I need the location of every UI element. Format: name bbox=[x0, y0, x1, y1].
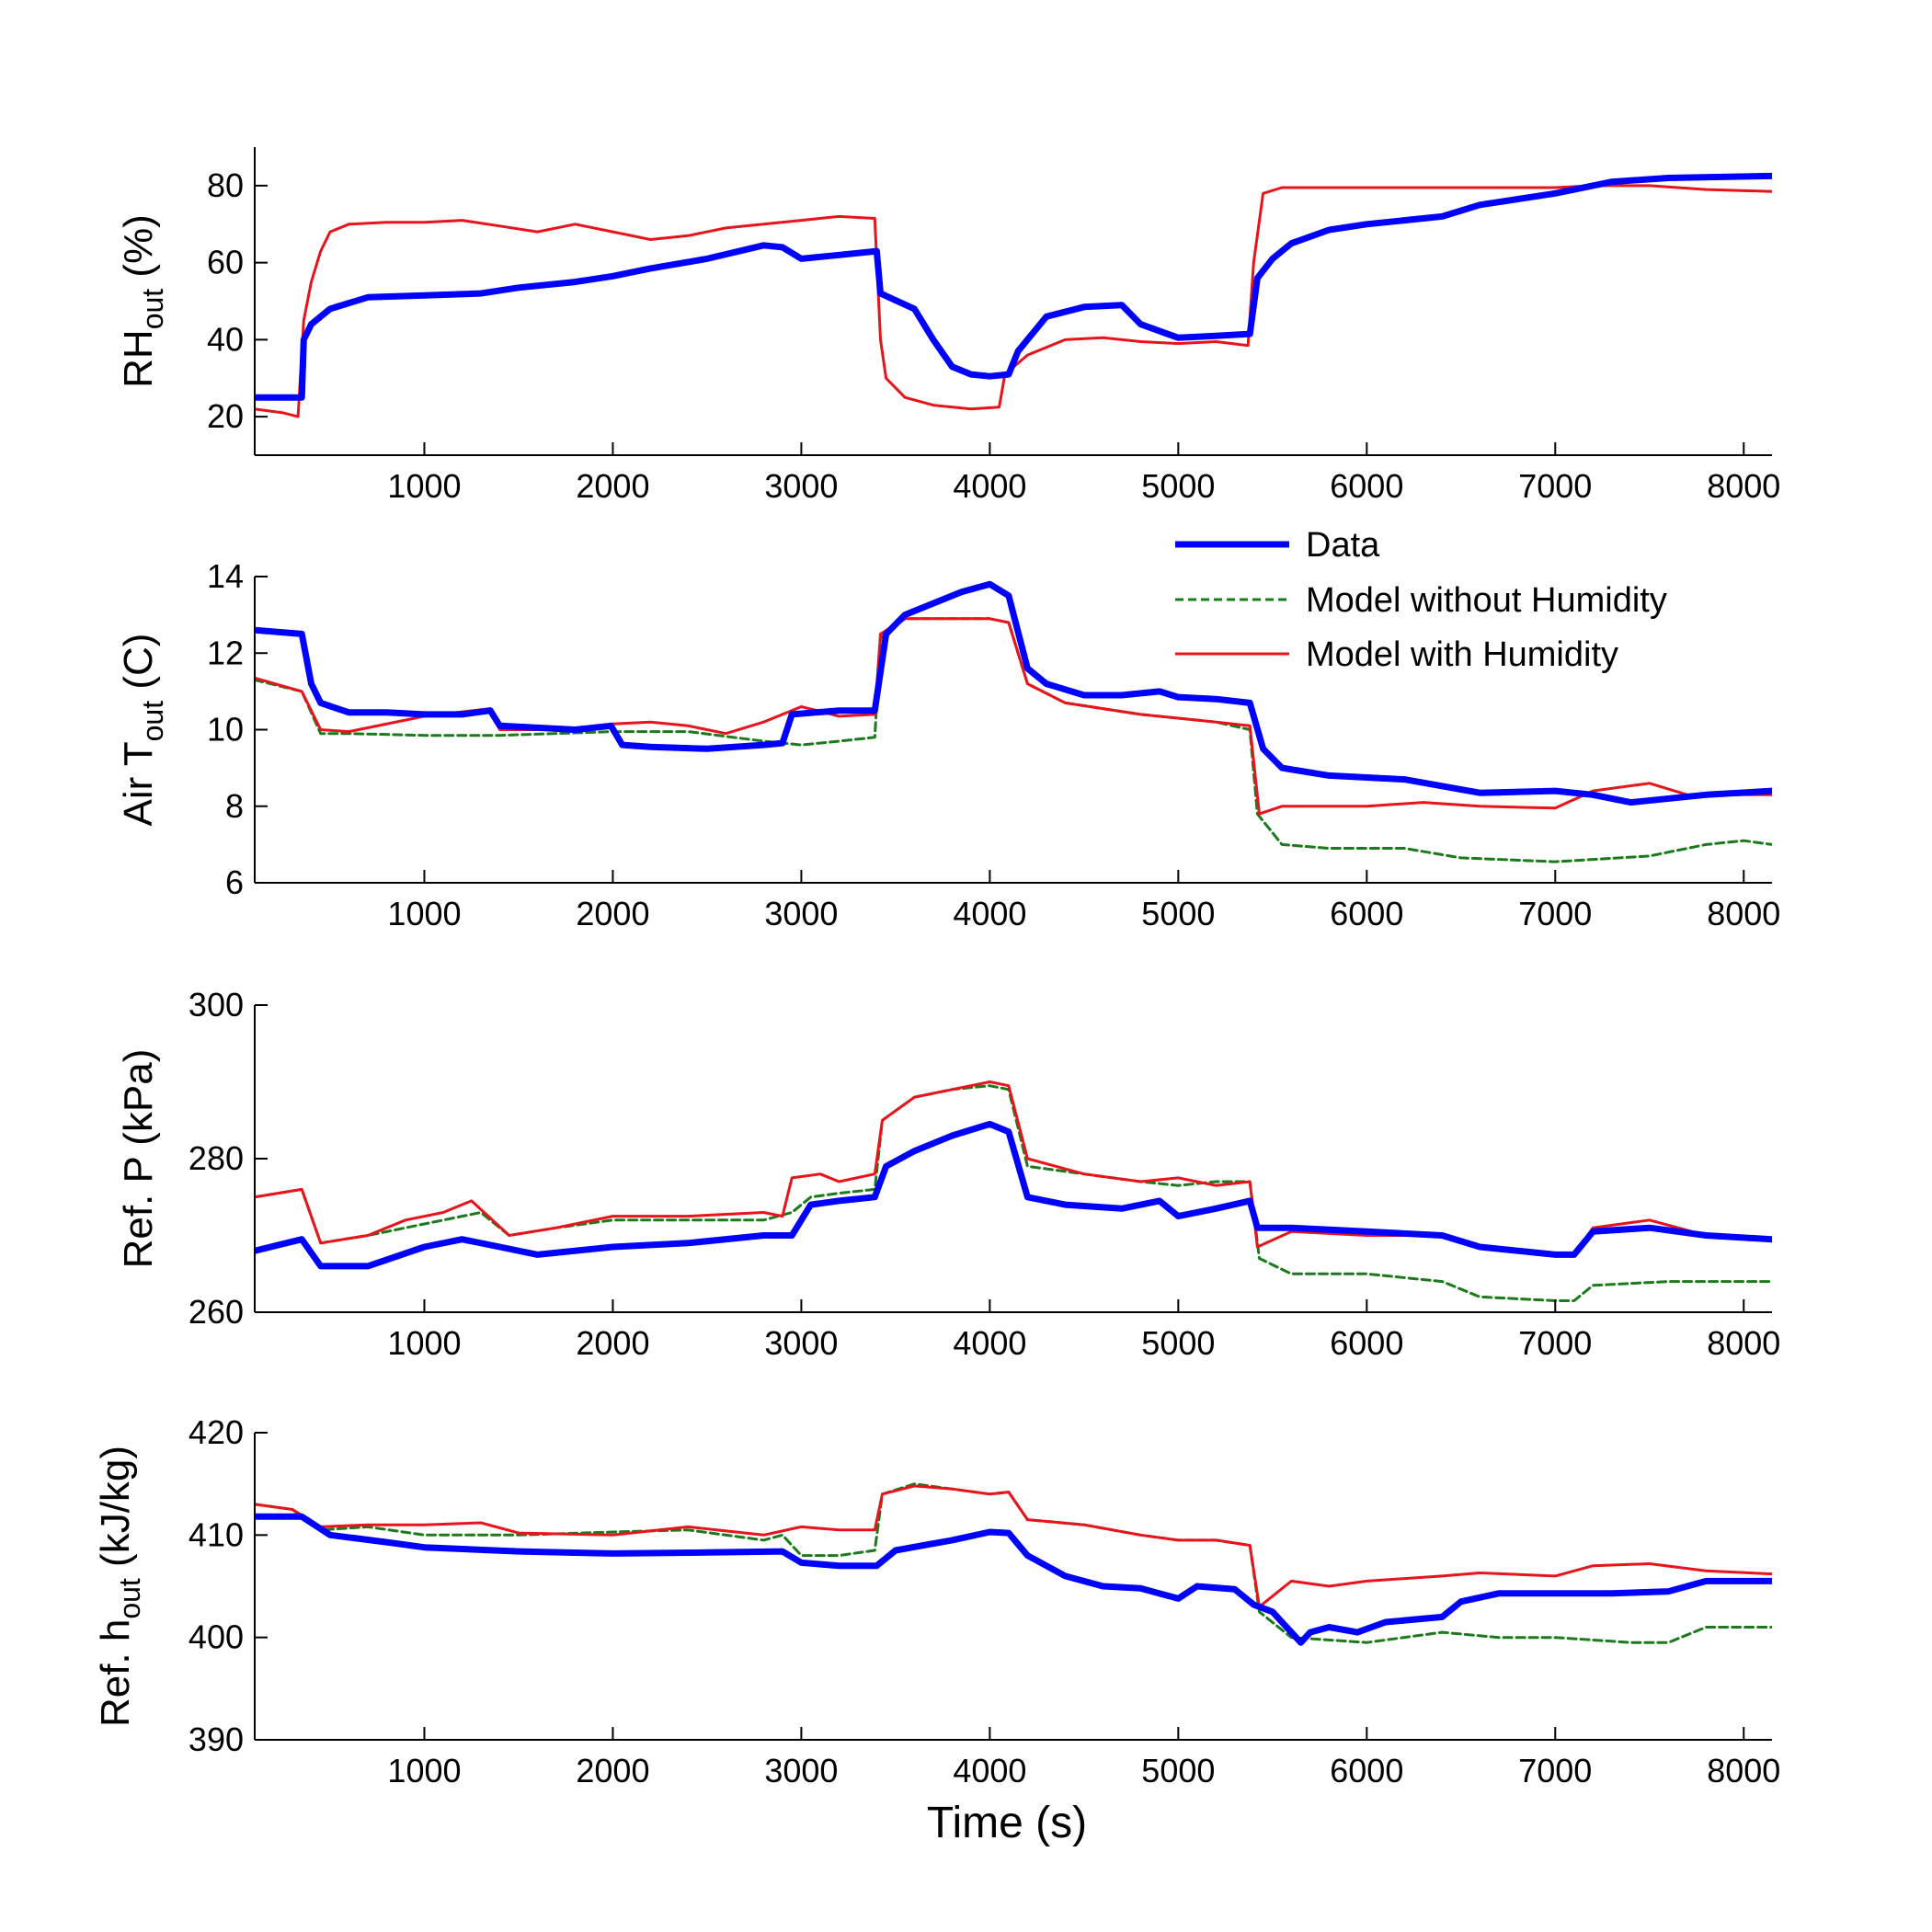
legend-item: Data bbox=[1175, 526, 1380, 565]
series-line-data bbox=[255, 580, 1772, 806]
panel-1: 1000 2000 3000 4000 5000 6000 7000 8000 20 40 60 80… bbox=[116, 147, 1780, 505]
y-axis-label: RHout (%) bbox=[116, 214, 169, 388]
x-axis-label: Time (s) bbox=[927, 1799, 1087, 1847]
y-tick-label: 80 bbox=[207, 166, 244, 204]
series-line-data bbox=[255, 1513, 1772, 1646]
y-tick-label: 14 bbox=[207, 557, 244, 595]
y-tick-label: 410 bbox=[189, 1515, 244, 1553]
x-tick-label: 2000 bbox=[576, 895, 649, 932]
x-tick-label: 4000 bbox=[953, 467, 1026, 505]
y-axis-label: Air Tout (C) bbox=[116, 634, 169, 827]
x-tick-label: 8000 bbox=[1707, 1324, 1780, 1362]
legend-item: Model without Humidity bbox=[1175, 581, 1667, 620]
series-line-model-with-humidity bbox=[255, 184, 1772, 418]
legend-label: Model with Humidity bbox=[1306, 635, 1618, 674]
x-tick-label: 4000 bbox=[953, 895, 1026, 932]
series-line-model-with-humidity bbox=[255, 1080, 1772, 1256]
x-tick-label: 1000 bbox=[387, 895, 461, 932]
x-tick-label: 6000 bbox=[1330, 895, 1403, 932]
legend-label: Data bbox=[1306, 526, 1380, 565]
series-group bbox=[255, 580, 1772, 863]
y-axis-label: Ref. hout (kJ/kg) bbox=[93, 1446, 146, 1727]
x-tick-label: 2000 bbox=[576, 467, 649, 505]
y-tick-label: 400 bbox=[189, 1618, 244, 1656]
x-tick-label: 2000 bbox=[576, 1324, 649, 1362]
series-line-data bbox=[255, 1120, 1772, 1270]
y-tick-label: 260 bbox=[189, 1293, 244, 1331]
x-tick-label: 7000 bbox=[1518, 1752, 1592, 1789]
series-group bbox=[255, 1080, 1772, 1302]
y-tick-label: 60 bbox=[207, 244, 244, 281]
legend-label: Model without Humidity bbox=[1306, 581, 1667, 620]
y-tick-label: 10 bbox=[207, 711, 244, 749]
x-tick-label: 5000 bbox=[1141, 1324, 1215, 1362]
y-tick-label: 300 bbox=[189, 986, 244, 1023]
x-tick-label: 6000 bbox=[1330, 1324, 1403, 1362]
x-tick-label: 5000 bbox=[1141, 1752, 1215, 1789]
x-tick-label: 1000 bbox=[387, 467, 461, 505]
y-tick-label: 12 bbox=[207, 634, 244, 671]
panel-2: 1000 2000 3000 4000 5000 6000 7000 8000 6 8 10 12 14… bbox=[116, 557, 1780, 932]
series-group bbox=[255, 172, 1772, 418]
panel-3: 1000 2000 3000 4000 5000 6000 7000 8000 260 280 30… bbox=[116, 986, 1780, 1362]
panel-4: 1000 2000 3000 4000 5000 6000 7000 8000 390 400 41… bbox=[93, 1413, 1780, 1789]
x-tick-label: 4000 bbox=[953, 1752, 1026, 1789]
y-tick-label: 420 bbox=[189, 1413, 244, 1451]
y-tick-label: 20 bbox=[207, 397, 244, 435]
x-tick-label: 3000 bbox=[764, 1324, 838, 1362]
panels: 1000 2000 3000 4000 5000 6000 7000 8000 20 40 60 80… bbox=[93, 147, 1780, 1789]
x-tick-label: 7000 bbox=[1518, 895, 1592, 932]
series-line-model-without-humidity bbox=[255, 1482, 1772, 1644]
x-tick-label: 6000 bbox=[1330, 467, 1403, 505]
x-tick-label: 8000 bbox=[1707, 1752, 1780, 1789]
legend: Data Model without Humidity Model with Hum… bbox=[1175, 526, 1667, 674]
x-tick-label: 3000 bbox=[764, 1752, 838, 1789]
series-group bbox=[255, 1482, 1772, 1646]
x-tick-label: 8000 bbox=[1707, 895, 1780, 932]
x-tick-label: 5000 bbox=[1141, 895, 1215, 932]
y-axis-label: Ref. P (kPa) bbox=[116, 1049, 161, 1269]
x-tick-label: 3000 bbox=[764, 895, 838, 932]
x-tick-label: 1000 bbox=[387, 1324, 461, 1362]
x-tick-label: 3000 bbox=[764, 467, 838, 505]
series-line-model-with-humidity bbox=[255, 1484, 1772, 1608]
series-line-model-without-humidity bbox=[255, 1084, 1772, 1302]
x-tick-label: 2000 bbox=[576, 1752, 649, 1789]
y-tick-label: 40 bbox=[207, 320, 244, 358]
x-tick-label: 6000 bbox=[1330, 1752, 1403, 1789]
y-tick-label: 390 bbox=[189, 1721, 244, 1758]
x-tick-label: 1000 bbox=[387, 1752, 461, 1789]
series-line-data bbox=[255, 172, 1772, 401]
x-tick-label: 7000 bbox=[1518, 1324, 1592, 1362]
legend-item: Model with Humidity bbox=[1175, 635, 1618, 674]
y-tick-label: 6 bbox=[225, 863, 244, 901]
y-tick-label: 8 bbox=[225, 787, 244, 825]
y-tick-label: 280 bbox=[189, 1139, 244, 1177]
x-tick-label: 7000 bbox=[1518, 467, 1592, 505]
x-tick-label: 4000 bbox=[953, 1324, 1026, 1362]
x-tick-label: 8000 bbox=[1707, 467, 1780, 505]
x-tick-label: 5000 bbox=[1141, 467, 1215, 505]
